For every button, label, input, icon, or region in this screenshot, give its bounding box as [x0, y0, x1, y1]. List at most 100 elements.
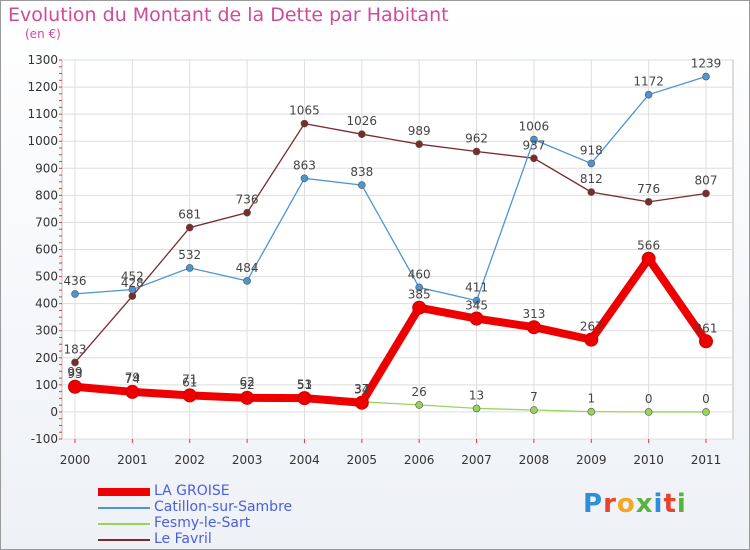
y-tick-label: 800	[35, 188, 58, 202]
y-tick-label: 1300	[27, 53, 58, 67]
logo-letter: i	[676, 489, 687, 519]
data-label: 411	[465, 281, 488, 295]
data-label: 53	[297, 378, 312, 392]
data-label: 1172	[633, 75, 664, 89]
data-point	[358, 130, 366, 138]
data-point	[641, 251, 656, 266]
logo-letter: x	[635, 489, 654, 519]
logo-letter: o	[616, 489, 636, 519]
legend-swatch	[98, 507, 150, 509]
data-label: 452	[121, 270, 144, 284]
data-label: 863	[293, 158, 316, 172]
data-label: 1239	[691, 57, 722, 71]
data-point	[71, 358, 79, 367]
y-tick-label: 400	[35, 297, 58, 311]
legend-swatch	[98, 488, 150, 496]
data-point	[128, 292, 137, 300]
data-label: 736	[236, 193, 259, 207]
data-label: 1	[587, 392, 595, 406]
data-point	[526, 320, 541, 335]
x-tick-label: 2008	[519, 453, 550, 467]
x-tick-label: 2005	[347, 453, 378, 467]
data-label: 532	[178, 248, 201, 262]
data-point	[644, 198, 653, 206]
data-label: 71	[182, 373, 197, 387]
data-label: 0	[702, 392, 710, 406]
legend-label: Fesmy-le-Sart	[154, 515, 251, 531]
series-line-0	[71, 254, 710, 407]
logo-letter: i	[653, 489, 664, 519]
data-label: 52	[239, 378, 254, 392]
series-line-1	[74, 75, 707, 302]
data-point	[702, 408, 710, 416]
x-tick-label: 2002	[174, 453, 205, 467]
chart-unit: (en €)	[25, 27, 61, 41]
data-point	[587, 159, 596, 168]
legend-label: Catillon-sur-Sambre	[154, 499, 293, 515]
data-label: 13	[469, 388, 484, 402]
y-tick-label: 700	[35, 215, 58, 229]
data-point	[415, 283, 423, 292]
data-point	[472, 147, 481, 156]
legend-swatch	[98, 523, 150, 525]
data-label: 989	[408, 124, 431, 138]
logo-letter: P	[583, 489, 604, 519]
legend-label: Le Favril	[154, 531, 212, 547]
data-point	[415, 401, 423, 409]
data-point	[469, 311, 484, 326]
y-tick-label: 300	[35, 324, 58, 338]
data-label: 51	[297, 378, 312, 392]
data-point	[243, 277, 251, 285]
data-point	[300, 119, 309, 128]
logo-letter: t	[663, 489, 677, 519]
data-point	[128, 285, 137, 294]
y-tick-label: 0	[50, 405, 58, 419]
data-point	[702, 189, 710, 198]
data-label: 385	[408, 288, 431, 302]
data-label: 61	[182, 375, 197, 389]
data-point	[297, 391, 312, 406]
data-label: 776	[637, 182, 660, 196]
chart-title: Evolution du Montant de la Dette par Hab…	[8, 4, 449, 26]
y-tick-label: 600	[35, 243, 58, 257]
data-label: 1026	[347, 114, 378, 128]
data-label: 34	[354, 383, 369, 397]
data-label: 313	[522, 307, 545, 321]
data-label: 807	[695, 173, 718, 187]
data-label: 99	[67, 365, 82, 379]
data-point	[68, 379, 82, 394]
legend-swatch	[98, 539, 150, 541]
data-label: 62	[239, 375, 254, 389]
y-tick-label: 1200	[27, 80, 58, 94]
data-point	[699, 334, 713, 349]
data-point	[354, 395, 369, 410]
data-point	[182, 388, 197, 403]
data-label: 1065	[289, 104, 320, 118]
y-tick-label: 1100	[27, 107, 58, 121]
data-point	[644, 408, 653, 416]
y-tick-label: 500	[35, 270, 58, 284]
data-label: 484	[236, 261, 259, 275]
data-label: 0	[645, 392, 653, 406]
data-point	[587, 407, 596, 416]
data-label: 812	[580, 172, 603, 186]
legend-label: LA GROISE	[154, 483, 230, 499]
data-label: 681	[178, 208, 201, 222]
series-line-3	[74, 122, 707, 363]
data-point	[358, 181, 366, 189]
data-point	[240, 390, 255, 405]
x-tick-label: 2001	[117, 453, 148, 467]
logo-letter: r	[603, 489, 617, 519]
data-label: 460	[408, 267, 431, 281]
data-label: 37	[354, 382, 369, 396]
data-label: 566	[637, 239, 660, 253]
x-tick-label: 2000	[60, 453, 91, 467]
data-point	[185, 223, 194, 232]
data-point	[644, 90, 653, 99]
data-point	[71, 290, 79, 298]
data-label: 436	[64, 274, 87, 288]
data-label: 261	[695, 321, 718, 335]
data-label: 345	[465, 299, 488, 313]
x-tick-label: 2004	[289, 453, 320, 467]
